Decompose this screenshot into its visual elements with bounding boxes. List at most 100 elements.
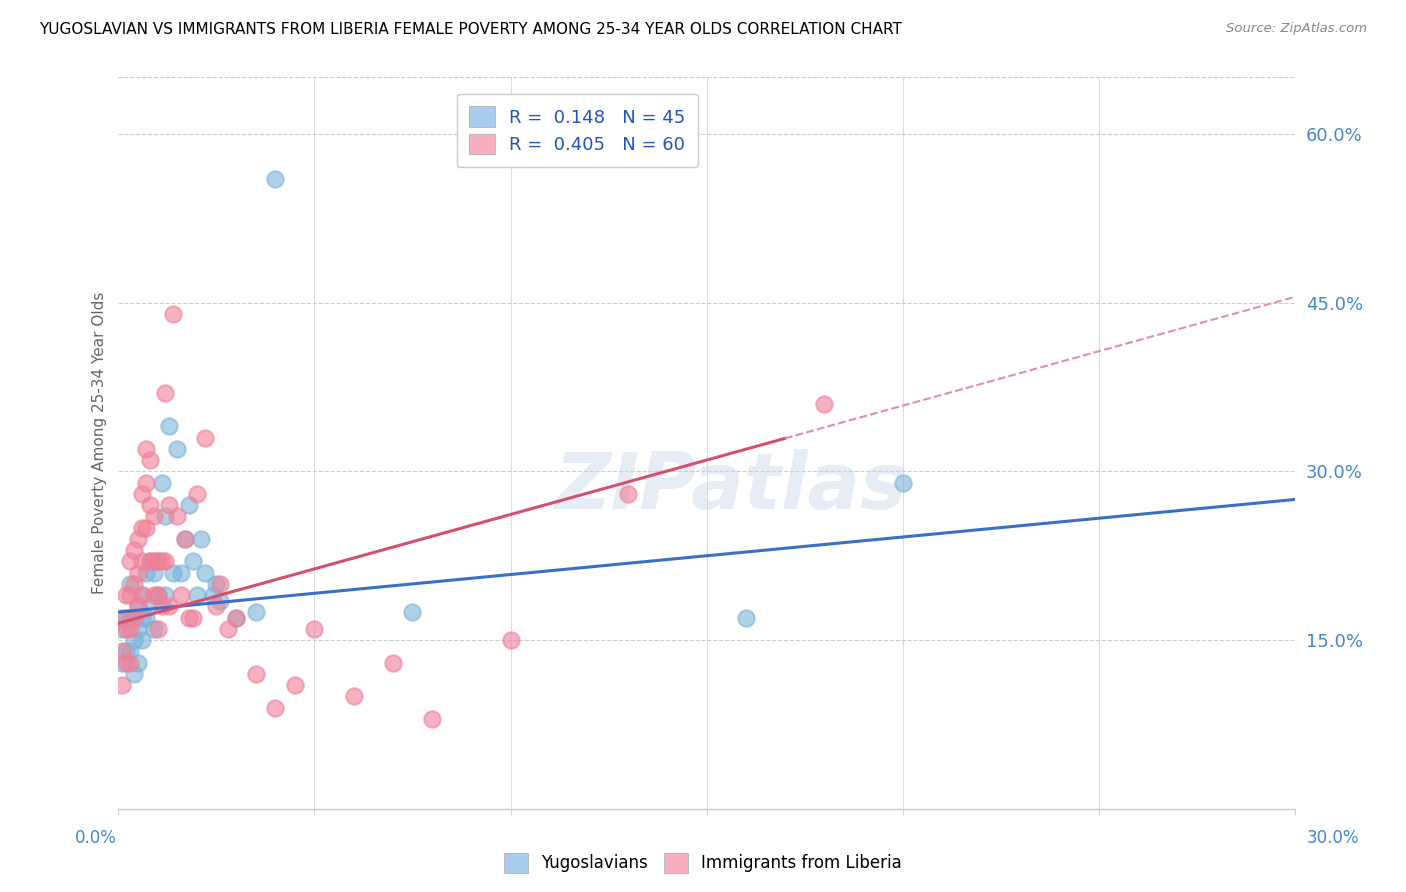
Point [142,588,165,602]
Point [146,554,169,568]
Point [115,588,138,602]
Point [186,487,208,501]
Text: 30.0%: 30.0% [1306,829,1360,847]
Point [115,656,138,670]
Point [142,566,165,580]
Point [120,554,142,568]
Point [122,543,145,558]
Point [139,453,162,467]
Point [135,521,157,535]
Point [135,442,157,456]
Point [170,566,193,580]
Point [127,566,149,580]
Point [122,577,145,591]
Point [131,487,153,501]
Point [209,594,232,608]
Point [120,610,142,624]
Point [499,633,522,648]
Point [155,509,177,524]
Point [127,599,149,614]
Point [131,521,153,535]
Point [115,622,138,636]
Point [131,554,153,568]
Point [617,487,640,501]
Point [127,622,149,636]
Point [146,588,169,602]
Point [170,588,193,602]
Point [225,610,247,624]
Point [734,610,756,624]
Point [209,577,232,591]
Point [131,588,153,602]
Point [142,622,165,636]
Point [162,566,184,580]
Point [245,605,267,619]
Text: YUGOSLAVIAN VS IMMIGRANTS FROM LIBERIA FEMALE POVERTY AMONG 25-34 YEAR OLDS CORR: YUGOSLAVIAN VS IMMIGRANTS FROM LIBERIA F… [39,22,903,37]
Point [120,577,142,591]
Point [120,588,142,602]
Point [181,610,204,624]
Point [343,690,366,704]
Point [135,475,157,490]
Point [115,644,138,658]
Point [401,605,423,619]
Legend: R =  0.148   N = 45, R =  0.405   N = 60: R = 0.148 N = 45, R = 0.405 N = 60 [457,94,697,167]
Point [111,610,134,624]
Point [150,475,173,490]
Point [122,667,145,681]
Point [127,599,149,614]
Point [181,554,204,568]
Point [162,307,184,321]
Point [150,554,173,568]
Point [174,532,197,546]
Point [139,498,162,512]
Text: 0.0%: 0.0% [75,829,117,847]
Point [155,554,177,568]
Point [186,588,208,602]
Point [245,667,267,681]
Point [813,397,835,411]
Point [166,442,188,456]
Point [127,656,149,670]
Point [111,678,134,692]
Point [122,633,145,648]
Text: Source: ZipAtlas.com: Source: ZipAtlas.com [1226,22,1367,36]
Point [131,610,153,624]
Point [225,610,247,624]
Point [131,588,153,602]
Point [205,577,228,591]
Point [194,566,217,580]
Point [115,610,138,624]
Point [177,498,200,512]
Point [174,532,197,546]
Y-axis label: Female Poverty Among 25-34 Year Olds: Female Poverty Among 25-34 Year Olds [93,292,107,594]
Point [264,700,287,714]
Point [120,644,142,658]
Point [177,610,200,624]
Point [135,610,157,624]
Point [146,554,169,568]
Point [122,610,145,624]
Point [120,656,142,670]
Point [420,712,443,726]
Point [381,656,404,670]
Point [157,599,180,614]
Point [155,385,177,400]
Point [264,171,287,186]
Point [284,678,307,692]
Point [201,588,224,602]
Point [190,532,212,546]
Point [155,588,177,602]
Point [139,554,162,568]
Point [111,656,134,670]
Point [150,599,173,614]
Point [139,554,162,568]
Legend: Yugoslavians, Immigrants from Liberia: Yugoslavians, Immigrants from Liberia [498,847,908,880]
Point [146,588,169,602]
Point [131,633,153,648]
Point [194,431,217,445]
Point [142,509,165,524]
Point [135,566,157,580]
Point [157,419,180,434]
Point [157,498,180,512]
